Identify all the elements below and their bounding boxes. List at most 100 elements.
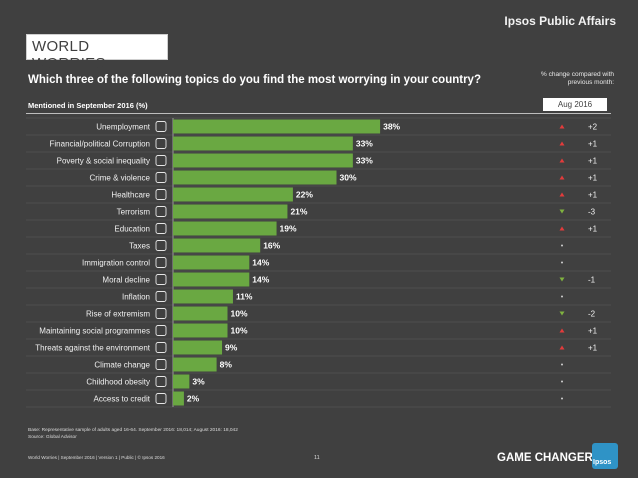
footnote-base: Base: Representative sample of adults ag…: [28, 428, 238, 433]
change-label: +1: [588, 140, 598, 149]
value-label: 10%: [231, 309, 248, 319]
change-label: -1: [588, 276, 596, 285]
value-label: 30%: [340, 173, 357, 183]
no-change-marker: [561, 363, 563, 366]
ambulance-icon: [155, 189, 167, 200]
change-note: % change compared with previous month:: [541, 71, 614, 86]
no-change-marker: [561, 380, 563, 383]
suitcase-icon: [155, 257, 167, 268]
credit-card-icon: [155, 393, 167, 404]
data-bar: [173, 391, 184, 406]
no-change-marker: [561, 261, 563, 264]
no-change-marker: [561, 244, 563, 247]
logo-text: Ipsos: [593, 459, 612, 466]
worker-icon: [155, 121, 167, 132]
value-label: 19%: [280, 224, 297, 234]
page-title: WORLD WORRIES: [32, 38, 106, 72]
value-label: 38%: [383, 122, 400, 132]
category-label: Maintaining social programmes: [39, 327, 150, 336]
value-label: 2%: [187, 394, 200, 404]
value-label: 8%: [220, 360, 233, 370]
value-label: 10%: [231, 326, 248, 336]
change-label: -2: [588, 310, 596, 319]
data-bar: [173, 204, 288, 219]
category-label: Immigration control: [82, 259, 150, 268]
category-label: Threats against the environment: [35, 344, 151, 353]
change-down-arrow: [559, 209, 565, 214]
value-label: 22%: [296, 190, 313, 200]
change-label: +1: [588, 344, 598, 353]
data-bar: [173, 272, 250, 287]
value-label: 11%: [236, 292, 253, 302]
title-box: WORLD WORRIES: [26, 34, 168, 72]
header-rule: [26, 113, 611, 114]
value-label: 14%: [252, 275, 269, 285]
period-label: Aug 2016: [557, 100, 593, 109]
category-label: Unemployment: [96, 123, 151, 132]
data-bar: [173, 255, 250, 270]
change-label: +2: [588, 123, 598, 132]
change-label: +1: [588, 327, 598, 336]
period-box: Aug 2016: [543, 98, 607, 111]
data-bar: [173, 357, 217, 372]
data-bar: [173, 323, 228, 338]
change-down-arrow: [559, 277, 565, 282]
category-label: Childhood obesity: [86, 378, 150, 387]
change-label: -3: [588, 208, 596, 217]
person-icon: [155, 155, 167, 166]
category-label: Taxes: [129, 242, 150, 251]
category-label: Climate change: [94, 361, 150, 370]
change-label: +1: [588, 191, 598, 200]
category-label: Financial/political Corruption: [50, 140, 151, 149]
community-icon: [155, 325, 167, 336]
value-label: 33%: [356, 139, 373, 149]
ipsos-logo: Ipsos: [592, 443, 618, 469]
category-label: Education: [114, 225, 150, 234]
change-up-arrow: [559, 192, 565, 197]
rising-prices-icon: [155, 291, 167, 302]
data-bar: [173, 374, 190, 389]
value-label: 14%: [252, 258, 269, 268]
extremist-icon: [155, 308, 167, 319]
data-bar: [173, 187, 293, 202]
category-label: Inflation: [122, 293, 150, 302]
category-label: Crime & violence: [90, 174, 151, 183]
change-up-arrow: [559, 124, 565, 129]
change-down-arrow: [559, 311, 565, 316]
footer-info: World Worries | September 2016 | Version…: [28, 455, 165, 460]
data-bar: [173, 119, 381, 134]
category-label: Poverty & social inequality: [57, 157, 150, 166]
data-bar: [173, 153, 353, 168]
tagline: GAME CHANGERS: [497, 452, 601, 464]
data-bar: [173, 306, 228, 321]
change-up-arrow: [559, 175, 565, 180]
factory-icon: [155, 342, 167, 353]
data-bar: [173, 340, 223, 355]
no-change-marker: [561, 397, 563, 400]
data-bar: [173, 238, 261, 253]
question-text: Which three of the following topics do y…: [28, 74, 481, 86]
brand-name: Ipsos Public Affairs: [504, 14, 616, 28]
data-bar: [173, 136, 353, 151]
footnote-source: Source: Global Advisor: [28, 435, 77, 440]
value-label: 21%: [290, 207, 307, 217]
no-change-marker: [561, 295, 563, 298]
change-label: +1: [588, 225, 598, 234]
terror-icon: [155, 206, 167, 217]
category-label: Healthcare: [111, 191, 150, 200]
drop-icon: [155, 359, 167, 370]
fighting-icon: [155, 274, 167, 285]
change-label: +1: [588, 174, 598, 183]
category-label: Terrorism: [117, 208, 151, 217]
category-label: Moral decline: [102, 276, 150, 285]
value-label: 16%: [263, 241, 280, 251]
graduation-cap-icon: [155, 223, 167, 234]
page-number: 11: [314, 455, 320, 461]
money-icon: [155, 240, 167, 251]
footnote: Base: Representative sample of adults ag…: [28, 427, 238, 441]
change-up-arrow: [559, 226, 565, 231]
mentioned-label: Mentioned in September 2016 (%): [28, 101, 148, 110]
change-up-arrow: [559, 141, 565, 146]
